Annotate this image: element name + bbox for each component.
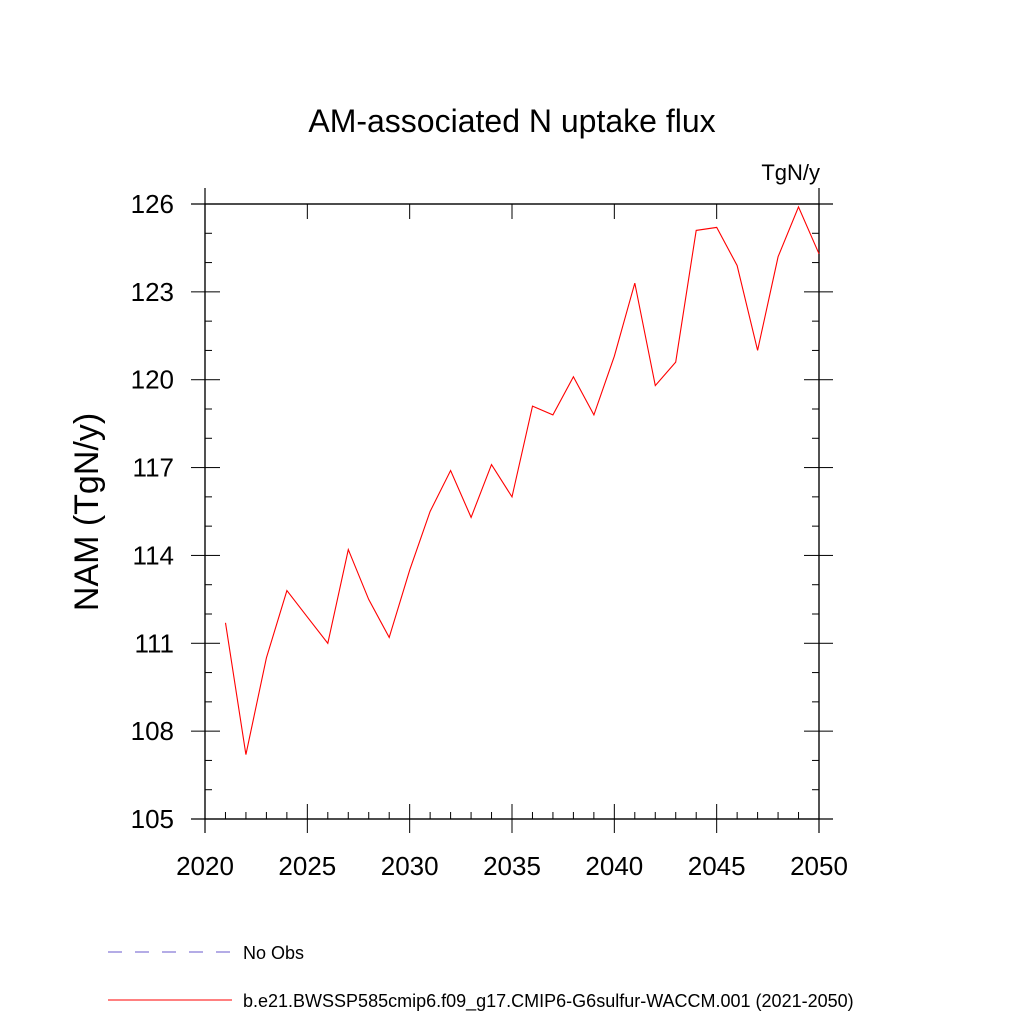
x-tick-label: 2020	[176, 851, 234, 881]
tick-labels: 2020 2025 2030 2035 2040 2045 2050 105 108 111 114…	[131, 189, 848, 881]
y-axis-label: NAM (TgN/y)	[68, 413, 106, 611]
chart-title: AM-associated N uptake flux	[308, 103, 715, 139]
y-tick-label: 117	[133, 453, 174, 483]
legend: No Obs b.e21.BWSSP585cmip6.f09_g17.CMIP6-…	[108, 943, 854, 1012]
x-tick-label: 2040	[585, 851, 643, 881]
series-layer	[224, 205, 820, 755]
x-tick-label: 2045	[688, 851, 746, 881]
x-tick-label: 2035	[483, 851, 541, 881]
y-tick-label: 114	[133, 540, 174, 570]
y-tick-label: 120	[131, 365, 174, 395]
y-tick-label: 105	[131, 804, 174, 834]
axis-ticks	[191, 188, 833, 833]
legend-label: b.e21.BWSSP585cmip6.f09_g17.CMIP6-G6sulf…	[243, 991, 854, 1012]
x-tick-label: 2050	[790, 851, 848, 881]
plot-frame	[204, 203, 820, 820]
series-line	[224, 205, 820, 755]
units-label: TgN/y	[761, 160, 820, 185]
x-tick-label: 2030	[381, 851, 439, 881]
legend-label: No Obs	[243, 943, 304, 963]
y-tick-label: 111	[134, 628, 174, 658]
x-tick-label: 2025	[278, 851, 336, 881]
y-tick-label: 126	[131, 189, 174, 219]
y-tick-label: 123	[131, 277, 174, 307]
y-tick-label: 108	[131, 716, 174, 746]
